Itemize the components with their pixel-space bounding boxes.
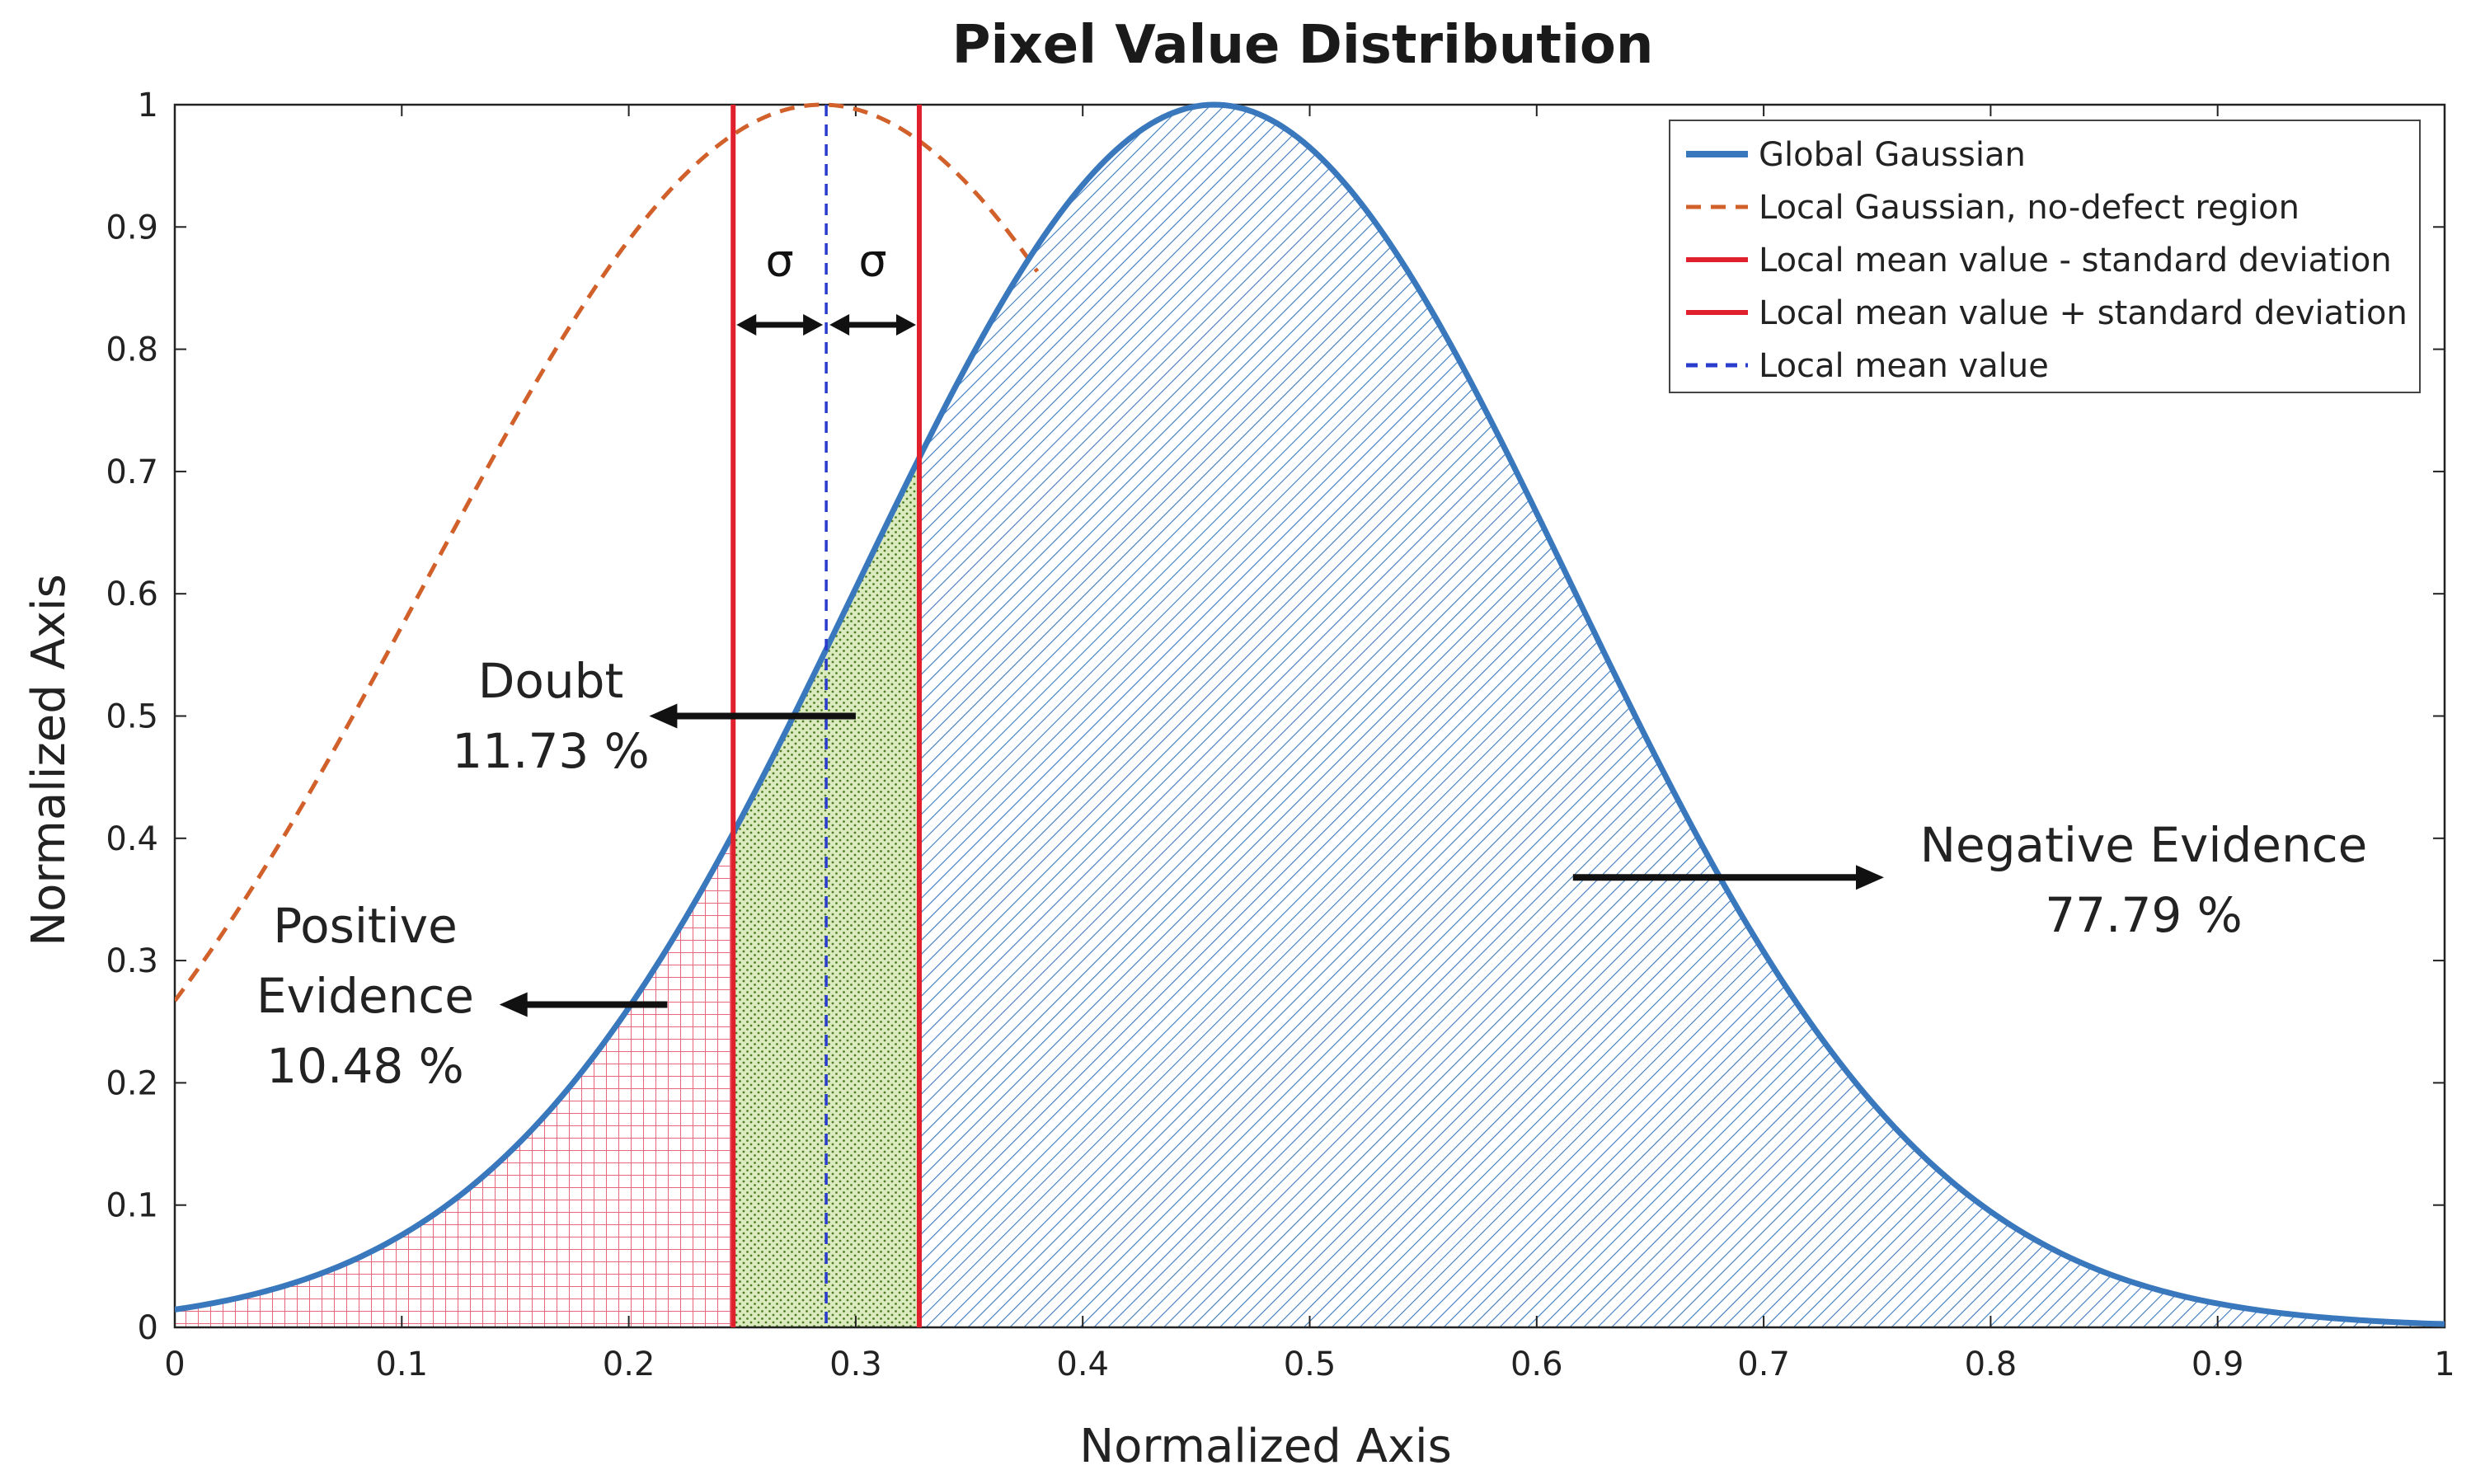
legend-label: Local mean value + standard deviation bbox=[1759, 294, 2408, 332]
chart-title: Pixel Value Distribution bbox=[952, 15, 1654, 76]
x-axis-ticks: 0 0.1 0.2 0.3 0.4 0.5 0.6 0.7 0.8 0.9 1 bbox=[164, 105, 2455, 1383]
doubt-label: Doubt bbox=[478, 653, 623, 709]
sigma-label-right: σ bbox=[858, 235, 886, 287]
x-tick-label: 0.3 bbox=[829, 1345, 882, 1383]
doubt-percent: 11.73 % bbox=[452, 723, 650, 779]
negative-evidence-area bbox=[918, 105, 2445, 1327]
chart-legend: Global Gaussian Local Gaussian, no-defect… bbox=[1669, 120, 2421, 393]
x-tick-label: 0.9 bbox=[2191, 1345, 2244, 1383]
sigma-arrow-left bbox=[736, 313, 824, 336]
global-gaussian-curve bbox=[175, 101, 2445, 1327]
positive-evidence-arrow bbox=[499, 992, 668, 1017]
y-tick-label: 0.5 bbox=[106, 698, 158, 736]
positive-evidence-label-line2: Evidence bbox=[256, 968, 474, 1024]
x-tick-label: 0.5 bbox=[1284, 1345, 1337, 1383]
positive-evidence-percent: 10.48 % bbox=[266, 1038, 464, 1094]
x-tick-label: 0.7 bbox=[1737, 1345, 1790, 1383]
y-tick-label: 0.2 bbox=[106, 1064, 158, 1102]
legend-label: Global Gaussian bbox=[1759, 136, 2026, 174]
y-tick-label: 0.4 bbox=[106, 820, 158, 858]
sigma-annotations: σ σ bbox=[736, 235, 916, 336]
x-axis-label: Normalized Axis bbox=[1079, 1420, 1452, 1473]
y-tick-label: 0 bbox=[138, 1309, 158, 1347]
y-tick-label: 0.6 bbox=[106, 575, 158, 613]
negative-evidence-label: Negative Evidence bbox=[1920, 817, 2368, 873]
doubt-area bbox=[733, 458, 919, 1327]
y-tick-label: 1 bbox=[138, 87, 158, 124]
x-tick-label: 0 bbox=[164, 1345, 185, 1383]
y-tick-label: 0.8 bbox=[106, 331, 158, 369]
sigma-label-left: σ bbox=[766, 235, 794, 287]
legend-label: Local mean value - standard deviation bbox=[1759, 242, 2392, 279]
local-gaussian-curve bbox=[175, 102, 1040, 1003]
y-tick-label: 0.3 bbox=[106, 942, 158, 980]
y-tick-label: 0.1 bbox=[106, 1187, 158, 1225]
legend-label: Local Gaussian, no-defect region bbox=[1759, 189, 2300, 227]
region-fills bbox=[175, 105, 2445, 1327]
y-tick-label: 0.9 bbox=[106, 209, 158, 247]
annotation-arrows bbox=[499, 703, 1884, 1017]
positive-evidence-label-line1: Positive bbox=[273, 898, 458, 954]
legend-box bbox=[1669, 120, 2421, 393]
positive-evidence-area bbox=[175, 833, 734, 1327]
y-axis-label: Normalized Axis bbox=[22, 574, 76, 946]
legend-label: Local mean value bbox=[1759, 347, 2049, 385]
x-tick-label: 0.2 bbox=[603, 1345, 655, 1383]
negative-evidence-arrow bbox=[1572, 865, 1884, 890]
x-tick-label: 0.1 bbox=[375, 1345, 428, 1383]
y-axis-ticks: 0 0.1 0.2 0.3 0.4 0.5 0.6 0.7 0.8 0.9 1 bbox=[106, 87, 2445, 1347]
x-tick-label: 0.8 bbox=[1965, 1345, 2018, 1383]
doubt-arrow bbox=[649, 703, 856, 729]
x-tick-label: 0.6 bbox=[1510, 1345, 1563, 1383]
negative-evidence-percent: 77.79 % bbox=[2045, 887, 2243, 943]
x-tick-label: 0.4 bbox=[1056, 1345, 1109, 1383]
sigma-arrow-right bbox=[829, 313, 916, 336]
y-tick-label: 0.7 bbox=[106, 453, 158, 491]
x-tick-label: 1 bbox=[2434, 1345, 2455, 1383]
